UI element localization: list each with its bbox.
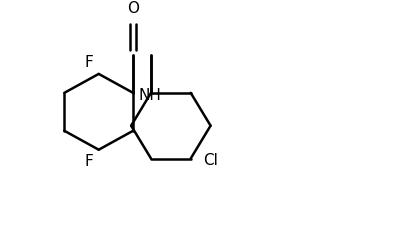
Text: NH: NH [138, 88, 161, 103]
Text: O: O [127, 1, 139, 16]
Text: Cl: Cl [203, 153, 217, 168]
Text: F: F [84, 55, 93, 70]
Text: F: F [84, 154, 93, 169]
